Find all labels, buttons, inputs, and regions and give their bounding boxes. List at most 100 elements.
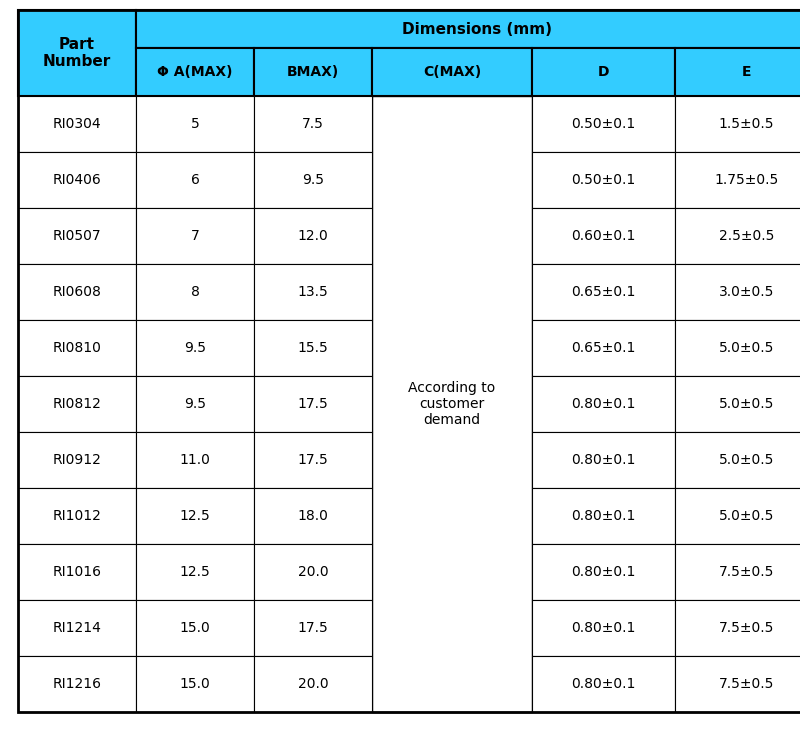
Text: 9.5: 9.5 <box>302 173 324 187</box>
Text: 20.0: 20.0 <box>298 677 328 691</box>
Bar <box>675 264 800 320</box>
Text: RI0406: RI0406 <box>53 173 102 187</box>
Text: 5.0±0.5: 5.0±0.5 <box>719 341 774 355</box>
Text: 0.65±0.1: 0.65±0.1 <box>571 285 636 299</box>
Text: 9.5: 9.5 <box>184 341 206 355</box>
Text: 13.5: 13.5 <box>298 285 328 299</box>
Text: 11.0: 11.0 <box>179 453 210 467</box>
Text: RI1012: RI1012 <box>53 509 102 523</box>
Text: RI1216: RI1216 <box>53 677 102 691</box>
Text: 2.5±0.5: 2.5±0.5 <box>719 229 774 243</box>
Bar <box>136 600 254 656</box>
Bar <box>532 488 675 544</box>
Text: Dimensions (mm): Dimensions (mm) <box>402 21 552 36</box>
Bar <box>675 208 800 264</box>
Text: 6: 6 <box>190 173 199 187</box>
Bar <box>675 48 800 96</box>
Bar <box>532 152 675 208</box>
Bar <box>18 10 136 96</box>
Bar <box>254 600 372 656</box>
Bar <box>136 376 254 432</box>
Bar <box>254 208 372 264</box>
Text: BMAX): BMAX) <box>287 65 339 79</box>
Text: RI1214: RI1214 <box>53 621 102 635</box>
Bar <box>675 320 800 376</box>
Bar <box>532 656 675 712</box>
Text: 7.5: 7.5 <box>302 117 324 131</box>
Bar <box>675 152 800 208</box>
Text: 5: 5 <box>190 117 199 131</box>
Bar <box>254 96 372 152</box>
Bar <box>18 208 136 264</box>
Text: 0.80±0.1: 0.80±0.1 <box>571 565 636 579</box>
Text: C(MAX): C(MAX) <box>423 65 481 79</box>
Bar <box>532 48 675 96</box>
Bar <box>136 48 254 96</box>
Bar <box>532 600 675 656</box>
Text: 0.65±0.1: 0.65±0.1 <box>571 341 636 355</box>
Bar <box>18 96 136 152</box>
Text: 5.0±0.5: 5.0±0.5 <box>719 509 774 523</box>
Text: According to
customer
demand: According to customer demand <box>408 381 496 427</box>
Bar <box>136 264 254 320</box>
Text: 17.5: 17.5 <box>298 621 328 635</box>
Text: 7.5±0.5: 7.5±0.5 <box>719 677 774 691</box>
Bar <box>254 376 372 432</box>
Text: 5.0±0.5: 5.0±0.5 <box>719 453 774 467</box>
Bar <box>254 488 372 544</box>
Text: 12.5: 12.5 <box>180 509 210 523</box>
Text: Part
Number: Part Number <box>43 36 111 69</box>
Text: 0.50±0.1: 0.50±0.1 <box>571 117 636 131</box>
Text: RI0812: RI0812 <box>53 397 102 411</box>
Bar <box>675 432 800 488</box>
Bar <box>675 488 800 544</box>
Bar <box>136 10 800 48</box>
Bar <box>18 600 136 656</box>
Bar <box>18 152 136 208</box>
Bar <box>254 320 372 376</box>
Bar <box>18 544 136 600</box>
Text: RI0810: RI0810 <box>53 341 102 355</box>
Bar <box>254 656 372 712</box>
Bar <box>675 96 800 152</box>
Bar <box>136 152 254 208</box>
Text: 0.80±0.1: 0.80±0.1 <box>571 621 636 635</box>
Bar <box>136 656 254 712</box>
Bar <box>532 264 675 320</box>
Text: D: D <box>598 65 610 79</box>
Text: 0.80±0.1: 0.80±0.1 <box>571 509 636 523</box>
Bar <box>18 320 136 376</box>
Text: RI0912: RI0912 <box>53 453 102 467</box>
Bar <box>675 600 800 656</box>
Text: 0.50±0.1: 0.50±0.1 <box>571 173 636 187</box>
Bar <box>18 488 136 544</box>
Bar <box>254 544 372 600</box>
Text: 7.5±0.5: 7.5±0.5 <box>719 565 774 579</box>
Text: RI0304: RI0304 <box>53 117 102 131</box>
Bar <box>136 320 254 376</box>
Text: RI0608: RI0608 <box>53 285 102 299</box>
Bar <box>372 48 532 96</box>
Text: 5.0±0.5: 5.0±0.5 <box>719 397 774 411</box>
Bar <box>254 432 372 488</box>
Bar <box>532 376 675 432</box>
Bar <box>18 656 136 712</box>
Text: 0.80±0.1: 0.80±0.1 <box>571 397 636 411</box>
Text: 17.5: 17.5 <box>298 453 328 467</box>
Bar <box>532 544 675 600</box>
Bar <box>254 48 372 96</box>
Bar <box>254 152 372 208</box>
Text: 15.5: 15.5 <box>298 341 328 355</box>
Bar <box>254 264 372 320</box>
Text: 0.60±0.1: 0.60±0.1 <box>571 229 636 243</box>
Text: 0.80±0.1: 0.80±0.1 <box>571 453 636 467</box>
Text: 17.5: 17.5 <box>298 397 328 411</box>
Bar <box>18 264 136 320</box>
Bar <box>136 544 254 600</box>
Text: 7: 7 <box>190 229 199 243</box>
Text: 0.80±0.1: 0.80±0.1 <box>571 677 636 691</box>
Bar <box>18 376 136 432</box>
Text: 3.0±0.5: 3.0±0.5 <box>719 285 774 299</box>
Text: RI0507: RI0507 <box>53 229 102 243</box>
Bar <box>18 432 136 488</box>
